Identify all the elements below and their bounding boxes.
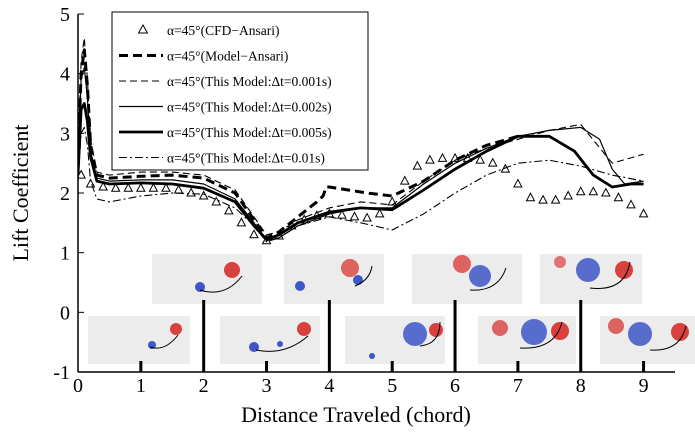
legend-label-3: α=45°(This Model:Δt=0.002s) (167, 100, 332, 115)
cfd-ansari-point (198, 190, 209, 200)
cfd-ansari-point (123, 182, 134, 192)
legend-label-0: α=45°(CFD−Ansari) (167, 23, 279, 38)
x-tick-label: 7 (513, 375, 523, 397)
x-tick-label: 0 (73, 375, 83, 397)
cfd-ansari-point (638, 208, 649, 218)
cfd-ansari-point (374, 208, 385, 218)
series-line-4 (78, 102, 644, 241)
cfd-ansari-point (487, 157, 498, 167)
x-tick-label: 6 (450, 375, 460, 397)
axis-ticks (77, 13, 645, 373)
x-tick-label: 2 (199, 375, 209, 397)
x-axis-label: Distance Traveled (chord) (241, 402, 471, 427)
cfd-ansari-point (349, 211, 360, 221)
cfd-ansari-point (148, 182, 159, 192)
vortex-snapshot-x3 (220, 316, 320, 364)
cfd-ansari-point (575, 186, 586, 196)
cfd-ansari-point (563, 190, 574, 200)
vortex-snapshot-x6 (412, 254, 522, 304)
x-tick-label: 1 (136, 375, 146, 397)
vortex-snapshot-x2 (152, 254, 262, 304)
y-tick-label: 1 (60, 243, 70, 265)
vortex-snapshot-x8 (540, 254, 642, 304)
x-tick-label: 9 (639, 375, 649, 397)
chart-legend: α=45°(CFD−Ansari) α=45°(Model−Ansari) α=45… (111, 11, 369, 171)
vertical-position-markers (139, 300, 646, 372)
legend-label-1: α=45°(Model−Ansari) (167, 49, 288, 64)
cfd-ansari-point (362, 212, 372, 222)
vortex-snapshot-x4 (284, 254, 384, 304)
cfd-ansari-point (412, 160, 423, 170)
y-tick-label: -1 (53, 362, 70, 384)
legend-label-4: α=45°(This Model:Δt=0.005s) (167, 125, 332, 140)
series-layer (78, 37, 649, 245)
y-tick-label: 5 (60, 4, 70, 26)
cfd-ansari-point (626, 199, 636, 209)
y-tick-label: 3 (60, 123, 70, 145)
vortex-snapshot-x7 (478, 316, 576, 364)
cfd-ansari-point (550, 194, 561, 204)
cfd-ansari-point (399, 175, 410, 185)
cfd-ansari-point (613, 192, 624, 202)
series-line-1 (78, 48, 519, 240)
cfd-ansari-point (387, 196, 398, 206)
legend-box (111, 11, 369, 171)
legend-label-5: α=45°(This Model:Δt=0.01s) (167, 151, 325, 166)
vortex-snapshot-x1 (88, 316, 190, 364)
cfd-ansari-point (525, 192, 536, 202)
cfd-ansari-point (538, 194, 548, 204)
x-tick-label: 5 (387, 375, 397, 397)
series-line-5 (78, 126, 644, 243)
cfd-ansari-point (601, 187, 611, 197)
cfd-ansari-point (223, 205, 234, 215)
cfd-ansari-point (211, 196, 222, 206)
legend-label-2: α=45°(This Model:Δt=0.001s) (167, 74, 332, 89)
y-tick-label: 4 (60, 64, 70, 86)
cfd-ansari-point (588, 186, 599, 196)
y-tick-label: 2 (60, 183, 70, 205)
cfd-ansari-point (136, 182, 146, 192)
series-line-2 (78, 37, 644, 236)
cfd-ansari-point (173, 184, 184, 194)
cfd-ansari-point (186, 187, 196, 197)
cfd-ansari-point (513, 178, 523, 188)
cfd-ansari-point (98, 181, 108, 191)
cfd-ansari-point (161, 182, 171, 192)
cfd-ansari-point (110, 182, 121, 192)
cfd-ansari-point (337, 209, 347, 219)
cfd-ansari-point (236, 217, 247, 227)
vortex-snapshot-x5 (345, 316, 445, 364)
cfd-ansari-point (437, 152, 448, 162)
legend-swatch-0 (137, 23, 149, 34)
vortex-snapshot-insets (88, 254, 695, 364)
cfd-ansari-point (425, 154, 435, 164)
vortex-snapshot-x9 (600, 316, 695, 364)
x-tick-label: 4 (324, 375, 334, 397)
cfd-ansari-point (249, 229, 259, 239)
y-tick-label: 0 (60, 302, 70, 324)
cfd-ansari-point (85, 178, 96, 188)
y-axis-label: Lift Coefficient (8, 124, 33, 261)
x-tick-label: 8 (576, 375, 586, 397)
cfd-ansari-point (475, 154, 486, 164)
x-tick-label: 3 (262, 375, 272, 397)
